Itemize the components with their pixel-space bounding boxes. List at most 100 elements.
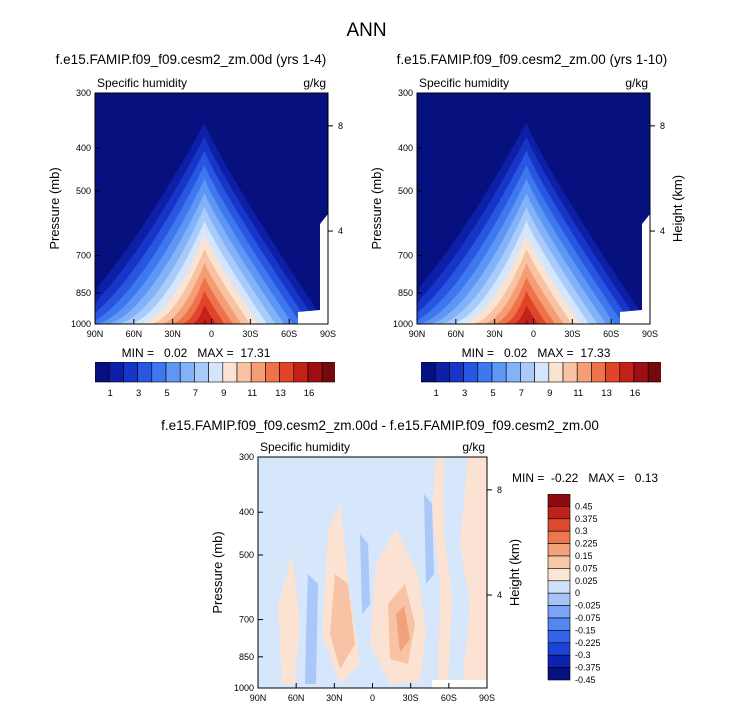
y-axis-label: Pressure (mb) — [210, 531, 225, 613]
x-tick-label: 30N — [164, 329, 181, 339]
colorbar-swatch — [547, 592, 571, 606]
x-tick-label: 60N — [126, 329, 143, 339]
chart-3-colorbar: 0.45 0.375 0.3 0.225 0.15 0.075 0.025 0 -0.025 -0… — [547, 494, 600, 685]
chart-1-title: f.e15.FAMIP.f09_f09.cesm2_zm.00d (yrs 1-… — [55, 52, 327, 67]
chart-2-panel: Specific humidity g/kg 90N 60N 30N 0 30S 60S 90S… — [369, 76, 685, 339]
chart-3-stats: MIN = -0.22 MAX = 0.13 — [512, 471, 659, 485]
y-axis-label: Pressure (mb) — [369, 167, 384, 249]
contour-band — [201, 319, 208, 324]
colorbar-swatch — [477, 362, 493, 383]
colorbar-swatch — [265, 362, 280, 383]
x-tick-label: 60N — [448, 329, 465, 339]
colorbar-label: 7 — [519, 388, 524, 399]
contour-band — [502, 291, 547, 324]
colorbar-swatch — [647, 362, 661, 383]
x-tick-label: 0 — [370, 693, 375, 703]
x-tick-label: 90S — [642, 329, 658, 339]
colorbar-swatch — [236, 362, 252, 383]
colorbar-swatch — [547, 555, 571, 569]
colorbar-swatch — [421, 362, 436, 383]
y-tick-label: 700 — [239, 615, 254, 625]
y2-axis-label: Height (km) — [670, 175, 685, 242]
colorbar-swatch — [108, 362, 124, 383]
chart-2-stats: MIN = 0.02 MAX = 17.33 — [461, 346, 611, 360]
colorbar-label: 3 — [136, 388, 141, 399]
colorbar-swatch — [194, 362, 209, 383]
colorbar-label: -0.375 — [575, 663, 600, 673]
colorbar-label: 0.3 — [575, 526, 588, 536]
chart-2-colorbar: 1 3 5 7 9 11 13 16 — [421, 362, 661, 399]
colorbar-swatch — [279, 362, 295, 383]
colorbar-swatch — [547, 642, 571, 656]
x-tick-label: 0 — [531, 329, 536, 339]
x-tick-label: 60S — [603, 329, 619, 339]
colorbar-swatch — [449, 362, 464, 383]
colorbar-swatch — [165, 362, 181, 383]
colorbar-swatch — [307, 362, 323, 383]
chart-3-title: f.e15.FAMIP.f09_f09.cesm2_zm.00d - f.e15… — [161, 418, 599, 433]
colorbar-swatch — [562, 362, 578, 383]
y-tick-label: 850 — [76, 288, 91, 298]
y-tick-label: 400 — [239, 507, 254, 517]
colorbar-label: 0.15 — [575, 551, 593, 561]
colorbar-swatch — [547, 617, 571, 631]
colorbar-label: 16 — [304, 388, 315, 399]
colorbar-swatch — [547, 506, 571, 520]
colorbar-label: -0.025 — [575, 601, 600, 611]
y-tick-label: 300 — [398, 88, 413, 98]
colorbar-swatch — [547, 580, 571, 594]
colorbar-swatch — [547, 568, 571, 582]
colorbar-label: 0.45 — [575, 501, 593, 511]
colorbar-label: -0.3 — [575, 650, 591, 660]
colorbar-label: 7 — [193, 388, 198, 399]
colorbar-label: 11 — [247, 388, 257, 399]
colorbar-label: 5 — [164, 388, 169, 399]
x-tick-label: 30S — [403, 693, 419, 703]
colorbar-swatch — [547, 605, 571, 619]
contour-band — [460, 457, 487, 688]
y2-tick-label: 8 — [497, 485, 502, 495]
subtitle-variable: Specific humidity — [260, 440, 350, 454]
subtitle-variable: Specific humidity — [419, 76, 509, 90]
contour-band — [523, 319, 530, 324]
colorbar-swatch — [547, 530, 571, 544]
chart-1-panel: Specific humidity g/kg 90N 60N 30N 0 30S 60S 90S… — [47, 76, 343, 339]
chart-1-stats: MIN = 0.02 MAX = 17.31 — [121, 346, 271, 360]
chart-1-colorbar: 1 3 5 7 9 11 13 16 — [95, 362, 335, 399]
chart-3-panel: Specific humidity g/kg 90N 60N 30N 0 30S 60S 90S… — [210, 440, 522, 703]
x-tick-label: 60S — [281, 329, 297, 339]
subtitle-units: g/kg — [462, 440, 485, 454]
y-tick-label: 500 — [239, 550, 254, 560]
colorbar-swatch — [321, 362, 335, 383]
y-tick-label: 1000 — [71, 319, 91, 329]
colorbar-swatch — [463, 362, 479, 383]
x-tick-label: 30S — [564, 329, 580, 339]
subtitle-variable: Specific humidity — [97, 76, 187, 90]
subtitle-units: g/kg — [303, 76, 326, 90]
y2-tick-label: 8 — [660, 121, 665, 131]
y-tick-label: 700 — [398, 251, 413, 261]
contour-band — [360, 534, 370, 614]
colorbar-label: 0.075 — [575, 563, 598, 573]
x-tick-label: 30S — [242, 329, 258, 339]
colorbar-swatch — [547, 654, 571, 668]
colorbar-swatch — [520, 362, 535, 383]
x-tick-label: 60S — [441, 693, 457, 703]
colorbar-swatch — [548, 362, 564, 383]
x-tick-label: 30N — [326, 693, 343, 703]
colorbar-swatch — [505, 362, 521, 383]
colorbar-swatch — [208, 362, 224, 383]
colorbar-label: 16 — [630, 388, 641, 399]
y-tick-label: 300 — [239, 452, 254, 462]
colorbar-swatch — [547, 543, 571, 557]
x-tick-label: 90N — [409, 329, 426, 339]
colorbar-label: -0.45 — [575, 675, 596, 685]
colorbar-swatch — [547, 518, 571, 532]
contour-band — [330, 574, 355, 669]
y-tick-label: 850 — [239, 652, 254, 662]
y-tick-label: 1000 — [393, 319, 413, 329]
colorbar-label: 5 — [490, 388, 495, 399]
colorbar-swatch — [547, 494, 571, 507]
colorbar-label: 9 — [221, 388, 226, 399]
colorbar-label: 1 — [434, 388, 439, 399]
